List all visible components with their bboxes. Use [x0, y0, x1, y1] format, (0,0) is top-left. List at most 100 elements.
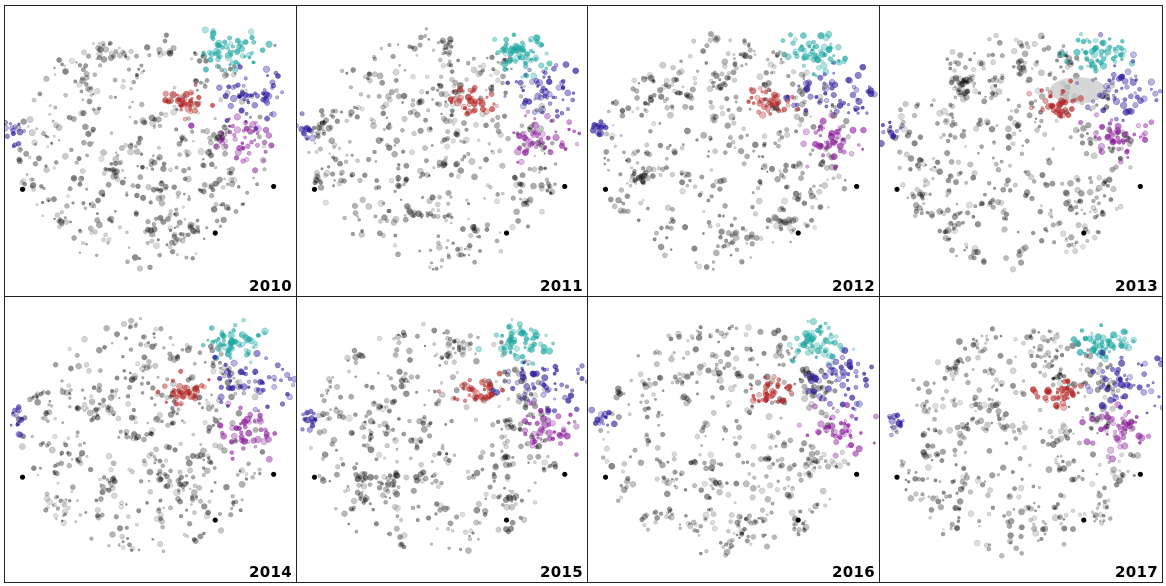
year-label: 2011	[540, 277, 583, 295]
point	[325, 376, 332, 383]
point	[727, 135, 733, 140]
point	[996, 39, 1003, 46]
point	[70, 457, 74, 461]
point	[729, 223, 734, 228]
point	[96, 346, 103, 354]
point	[1085, 104, 1091, 111]
point	[66, 505, 71, 511]
point	[545, 408, 551, 413]
point	[420, 213, 425, 218]
point	[301, 412, 305, 417]
point	[527, 127, 533, 133]
point	[454, 99, 462, 107]
point	[942, 234, 949, 241]
point	[746, 409, 753, 416]
point	[796, 194, 802, 200]
point	[1088, 141, 1094, 147]
point	[710, 511, 717, 517]
point	[1088, 64, 1094, 69]
point	[385, 488, 391, 494]
point	[704, 549, 709, 554]
point	[138, 478, 144, 484]
point	[459, 511, 466, 518]
point	[440, 258, 445, 263]
point	[955, 202, 959, 206]
point	[515, 217, 522, 224]
point	[53, 160, 59, 165]
point	[454, 93, 460, 99]
point	[708, 333, 712, 336]
point	[1087, 40, 1092, 44]
point	[951, 223, 958, 229]
point	[61, 421, 65, 424]
point	[489, 451, 495, 457]
point	[786, 493, 792, 500]
point	[512, 174, 517, 180]
point	[790, 347, 794, 350]
point	[665, 224, 670, 230]
point	[990, 52, 996, 58]
point	[440, 63, 447, 69]
point	[217, 360, 222, 365]
point	[1062, 189, 1070, 197]
point	[501, 345, 507, 351]
point	[757, 155, 761, 158]
point	[629, 177, 636, 184]
point	[1086, 64, 1089, 68]
point	[738, 258, 745, 265]
point	[189, 57, 193, 61]
point	[110, 410, 117, 416]
point	[732, 57, 736, 60]
point	[1068, 203, 1073, 208]
point	[393, 469, 400, 476]
point	[450, 215, 454, 220]
point	[441, 137, 448, 143]
point	[596, 132, 602, 138]
point	[519, 54, 526, 61]
point	[1125, 148, 1130, 153]
point	[375, 406, 380, 411]
point	[204, 78, 210, 83]
point	[37, 91, 43, 97]
point	[148, 200, 153, 205]
point	[40, 416, 44, 420]
point	[231, 432, 238, 440]
point	[464, 77, 469, 82]
point	[254, 435, 262, 444]
point	[671, 478, 675, 483]
point	[750, 533, 757, 540]
point	[198, 451, 202, 455]
point	[349, 85, 354, 90]
point	[89, 231, 94, 236]
point	[365, 156, 372, 163]
point	[1106, 176, 1113, 183]
point	[728, 38, 732, 43]
point	[808, 450, 816, 458]
point	[230, 94, 238, 103]
point	[372, 56, 378, 62]
point	[113, 168, 120, 175]
point	[116, 525, 124, 532]
point	[561, 86, 565, 91]
point	[687, 522, 694, 529]
point	[329, 171, 336, 177]
point	[779, 135, 785, 140]
point	[749, 356, 755, 362]
point	[360, 229, 364, 233]
point	[706, 219, 712, 225]
point	[553, 182, 557, 186]
point	[392, 243, 397, 248]
point	[519, 498, 524, 503]
point	[1055, 221, 1062, 227]
point	[230, 176, 238, 184]
point	[438, 90, 445, 97]
point	[133, 144, 138, 149]
point	[178, 474, 185, 481]
purple-cluster	[800, 111, 867, 170]
point	[726, 404, 730, 408]
point	[480, 467, 485, 472]
point	[253, 138, 257, 142]
point	[789, 81, 796, 87]
point	[952, 74, 960, 82]
point	[960, 79, 966, 84]
